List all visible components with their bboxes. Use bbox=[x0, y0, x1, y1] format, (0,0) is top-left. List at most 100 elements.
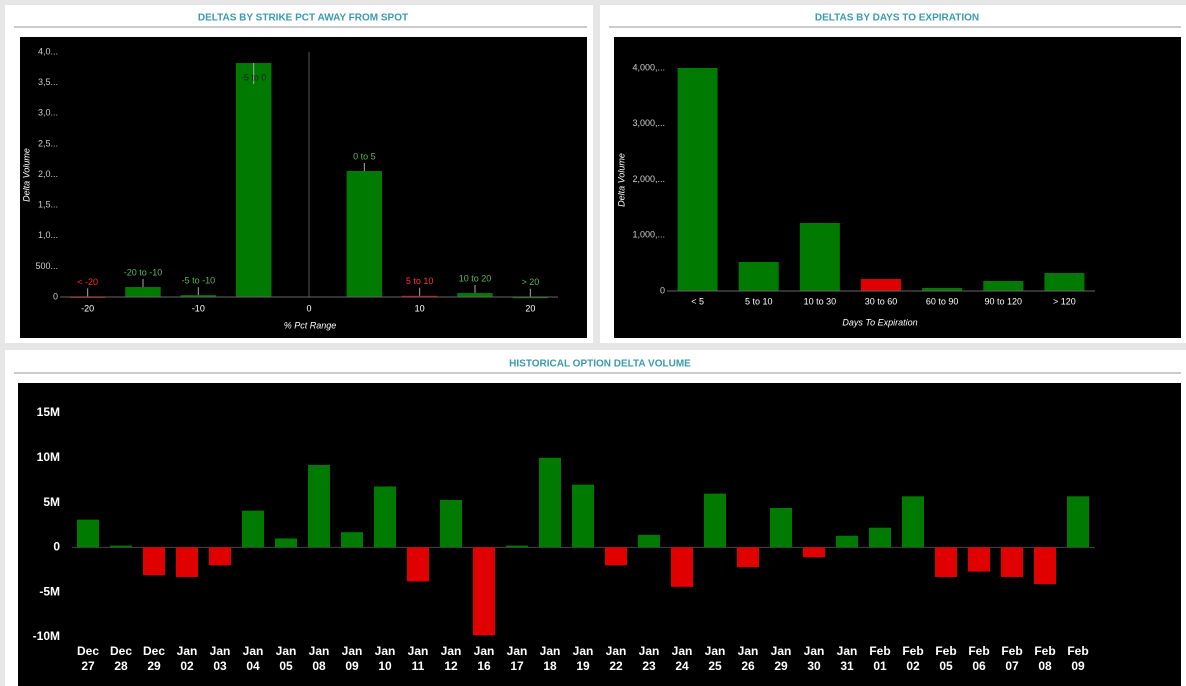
x-tick-label: > 120 bbox=[1053, 296, 1076, 306]
y-tick-label: 0 bbox=[53, 291, 58, 301]
panel-title: HISTORICAL OPTION DELTA VOLUME bbox=[509, 359, 691, 370]
data-label: < -20 bbox=[77, 277, 98, 287]
x-tick-label: Jan bbox=[804, 644, 825, 658]
x-tick-label: 02 bbox=[180, 659, 194, 673]
x-tick-label: 11 bbox=[412, 659, 425, 673]
x-tick-label: 19 bbox=[576, 659, 590, 673]
x-tick-label: Feb bbox=[968, 644, 989, 658]
bar bbox=[308, 464, 330, 548]
x-tick-label: Jan bbox=[441, 644, 462, 658]
bar bbox=[1044, 272, 1085, 291]
x-tick-label: 18 bbox=[543, 659, 557, 673]
bar bbox=[869, 527, 891, 548]
x-tick-label: Jan bbox=[375, 644, 396, 658]
y-axis-title: Delta Volume bbox=[616, 153, 626, 207]
bar bbox=[803, 547, 825, 558]
x-tick-label: Feb bbox=[1001, 644, 1022, 658]
bar bbox=[737, 547, 759, 568]
bar bbox=[572, 484, 594, 548]
x-tick-label: 08 bbox=[1038, 659, 1052, 673]
data-label: -5 to -10 bbox=[182, 276, 216, 286]
x-axis-title: Days To Expiration bbox=[842, 317, 917, 327]
x-tick-label: 06 bbox=[972, 659, 986, 673]
bar bbox=[770, 507, 792, 548]
data-label: -20 to -10 bbox=[124, 267, 163, 277]
bar bbox=[704, 493, 726, 548]
y-tick-label: 0 bbox=[660, 285, 665, 295]
data-label: 5 to 10 bbox=[406, 276, 434, 286]
bar bbox=[738, 262, 779, 291]
bar bbox=[440, 499, 462, 548]
bar bbox=[407, 547, 429, 582]
x-tick-label: < 5 bbox=[691, 296, 704, 306]
y-tick-label: 10M bbox=[37, 450, 60, 464]
x-tick-label: Jan bbox=[705, 644, 726, 658]
x-tick-label: Jan bbox=[639, 644, 660, 658]
bar bbox=[902, 496, 924, 548]
x-tick-label: 31 bbox=[840, 659, 854, 673]
bar bbox=[180, 295, 217, 297]
bar bbox=[861, 279, 901, 291]
bar bbox=[983, 280, 1024, 291]
bar bbox=[110, 545, 132, 548]
bar bbox=[242, 510, 264, 548]
x-tick-label: Jan bbox=[408, 644, 429, 658]
x-tick-label: 05 bbox=[279, 659, 293, 673]
x-tick-label: 09 bbox=[1071, 659, 1085, 673]
y-tick-label: 1,0... bbox=[38, 230, 58, 240]
x-tick-label: 09 bbox=[345, 659, 359, 673]
x-tick-label: Jan bbox=[309, 644, 330, 658]
x-tick-label: Jan bbox=[177, 644, 198, 658]
x-tick-label: 05 bbox=[939, 659, 953, 673]
x-tick-label: 02 bbox=[906, 659, 920, 673]
bar bbox=[346, 171, 383, 297]
x-tick-label: Feb bbox=[935, 644, 956, 658]
bar bbox=[235, 63, 272, 298]
y-axis-title: Delta Volume bbox=[21, 148, 31, 202]
x-tick-label: 28 bbox=[114, 659, 128, 673]
x-tick-label: Jan bbox=[771, 644, 792, 658]
y-tick-label: 1,5... bbox=[38, 200, 58, 210]
plot-area bbox=[18, 383, 1181, 686]
y-tick-label: 4,000,... bbox=[632, 62, 665, 72]
x-tick-label: 12 bbox=[444, 659, 458, 673]
x-tick-label: 10 bbox=[415, 303, 425, 313]
x-tick-label: 04 bbox=[246, 659, 260, 673]
x-axis-title: % Pct Range bbox=[284, 320, 337, 330]
y-tick-label: 5M bbox=[43, 495, 60, 509]
x-tick-label: 22 bbox=[609, 659, 623, 673]
x-tick-label: Feb bbox=[902, 644, 923, 658]
bar bbox=[143, 547, 165, 576]
bar bbox=[968, 547, 990, 572]
x-tick-label: -10 bbox=[192, 303, 205, 313]
y-tick-label: -10M bbox=[33, 629, 60, 643]
bar bbox=[473, 547, 495, 636]
x-tick-label: 30 bbox=[807, 659, 821, 673]
x-tick-label: 25 bbox=[708, 659, 722, 673]
x-tick-label: 27 bbox=[81, 659, 95, 673]
plot-area bbox=[20, 37, 587, 338]
bar bbox=[209, 547, 231, 566]
bar bbox=[935, 547, 957, 577]
y-tick-label: 500... bbox=[35, 261, 58, 271]
x-tick-label: 01 bbox=[873, 659, 887, 673]
y-tick-label: -5M bbox=[39, 584, 60, 598]
x-tick-label: 0 bbox=[306, 303, 311, 313]
panel-title: DELTAS BY DAYS TO EXPIRATION bbox=[815, 13, 979, 24]
x-tick-label: -20 bbox=[81, 303, 94, 313]
bar bbox=[374, 486, 396, 548]
x-tick-label: 10 bbox=[378, 659, 392, 673]
x-tick-label: Jan bbox=[243, 644, 264, 658]
bar bbox=[1034, 547, 1056, 585]
bar bbox=[341, 532, 363, 548]
bar bbox=[176, 547, 198, 577]
y-tick-label: 3,0... bbox=[38, 108, 58, 118]
x-tick-label: Jan bbox=[606, 644, 627, 658]
y-tick-label: 15M bbox=[37, 405, 60, 419]
data-label: > 20 bbox=[521, 277, 539, 287]
x-tick-label: 20 bbox=[525, 303, 535, 313]
x-tick-label: 5 to 10 bbox=[745, 296, 773, 306]
bar bbox=[275, 538, 297, 548]
data-label: -5 to 0 bbox=[241, 72, 267, 82]
